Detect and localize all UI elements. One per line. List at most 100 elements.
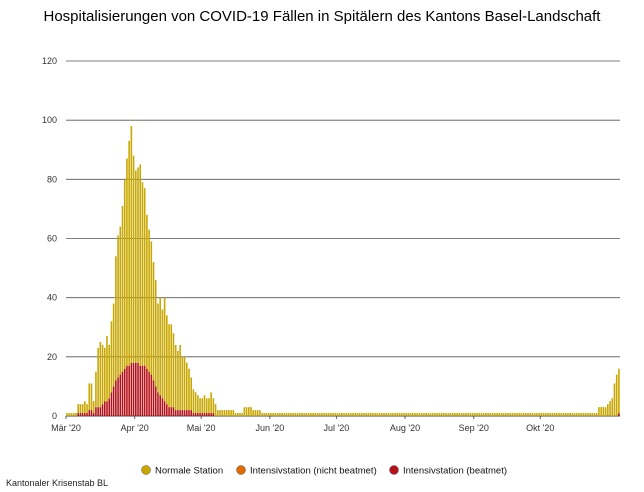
bar-segment <box>383 413 385 416</box>
bar-segment <box>103 347 106 402</box>
bar-segment <box>130 362 133 416</box>
bar-segment <box>99 342 102 408</box>
bar-segment <box>416 413 419 416</box>
bar-segment <box>305 413 308 416</box>
chart-title: Hospitalisierungen von COVID-19 Fällen i… <box>43 8 601 25</box>
bar-segment <box>166 404 168 416</box>
bar-segment <box>135 362 137 416</box>
y-tick-label: 60 <box>47 234 57 244</box>
x-tick-label: Apr '20 <box>121 423 149 433</box>
bar-segment <box>281 413 283 416</box>
bar-segment <box>618 368 620 414</box>
x-tick-label: Okt '20 <box>526 423 554 433</box>
bar-segment <box>301 413 303 416</box>
bar-segment <box>248 407 250 416</box>
bar-segment <box>571 413 574 416</box>
bar-segment <box>146 368 148 416</box>
bar-segment <box>349 413 352 416</box>
bar-segment <box>88 383 91 411</box>
bar-segment <box>613 383 616 416</box>
bar-segment <box>203 395 206 414</box>
bar-segment <box>443 413 445 416</box>
bar-segment <box>618 413 620 416</box>
bar-segment <box>423 413 425 416</box>
bar-segment <box>190 377 193 411</box>
bar-segment <box>489 413 492 416</box>
bar-segment <box>261 413 263 416</box>
bar-segment <box>205 398 208 414</box>
bar-segment <box>343 413 345 416</box>
bar-segment <box>90 383 93 411</box>
bar-segment <box>139 164 142 366</box>
bar-segment <box>425 413 427 416</box>
bar-segment <box>469 413 472 416</box>
bar-segment <box>119 374 122 416</box>
bar-segment <box>181 356 184 411</box>
bar-segment <box>123 179 126 369</box>
bar-segment <box>137 362 139 416</box>
bar-segment <box>460 413 463 416</box>
x-tick-label: Aug '20 <box>390 423 420 433</box>
bar-segment <box>376 413 379 416</box>
bar-segment <box>440 413 443 416</box>
bar-segment <box>177 350 179 411</box>
bar-segment <box>210 413 212 416</box>
bar-segment <box>369 413 372 416</box>
bar-segment <box>86 404 88 414</box>
bar-segment <box>409 413 412 416</box>
bar-segment <box>208 398 210 414</box>
bar-segment <box>418 413 421 416</box>
bar-segment <box>564 413 567 416</box>
bar-segment <box>609 401 611 416</box>
bar-segment <box>234 413 237 416</box>
bar-segment <box>509 413 512 416</box>
bar-segment <box>465 413 467 416</box>
bars <box>66 126 620 416</box>
bar-segment <box>354 413 356 416</box>
bar-segment <box>194 392 197 414</box>
bar-segment <box>314 413 317 416</box>
bar-segment <box>347 413 350 416</box>
bar-segment <box>208 413 210 416</box>
bar-segment <box>252 410 255 416</box>
legend: Normale Station Intensivstation (nicht be… <box>141 465 507 477</box>
bar-segment <box>161 309 164 399</box>
bar-segment <box>106 336 108 402</box>
bar-segment <box>427 413 430 416</box>
bar-segment <box>103 401 106 416</box>
bar-segment <box>587 413 589 416</box>
bar-segment <box>525 413 527 416</box>
bar-segment <box>582 413 585 416</box>
bar-segment <box>223 410 226 416</box>
y-tick-label: 100 <box>42 115 57 125</box>
x-tick-label: Mär '20 <box>51 423 81 433</box>
bar-segment <box>482 413 485 416</box>
bar-segment <box>547 413 549 416</box>
bar-segment <box>150 374 153 416</box>
bar-segment <box>600 407 602 416</box>
bar-segment <box>197 395 199 414</box>
bar-segment <box>513 413 516 416</box>
legend-label: Normale Station <box>155 466 223 477</box>
bar-segment <box>476 413 478 416</box>
bar-segment <box>88 410 91 416</box>
bar-segment <box>374 413 376 416</box>
bar-segment <box>95 407 97 416</box>
source-note: Kantonaler Krisenstab BL <box>6 478 109 488</box>
bar-segment <box>106 401 108 416</box>
bar-segment <box>307 413 310 416</box>
bar-segment <box>387 413 390 416</box>
legend-marker <box>389 465 399 475</box>
bar-segment <box>511 413 514 416</box>
bar-segment <box>148 229 150 372</box>
bar-segment <box>553 413 556 416</box>
bar-segment <box>236 413 239 416</box>
bar-segment <box>267 413 270 416</box>
x-tick-label: Jun '20 <box>255 423 284 433</box>
bar-segment <box>298 413 301 416</box>
bar-segment <box>81 404 84 414</box>
bar-segment <box>72 413 75 416</box>
bar-segment <box>154 386 157 416</box>
bar-segment <box>334 413 337 416</box>
